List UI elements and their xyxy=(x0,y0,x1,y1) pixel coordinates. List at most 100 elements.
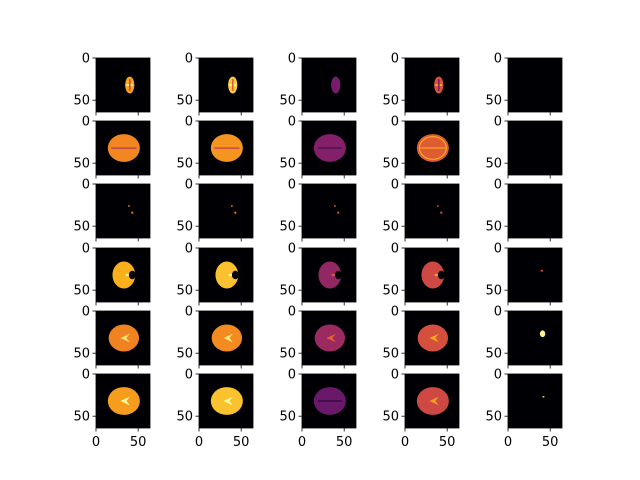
panel-r3-c5: 0 50 xyxy=(485,178,563,242)
axes-frame xyxy=(404,57,460,113)
panel-background xyxy=(508,311,562,365)
y-tick-label: 0 xyxy=(82,178,90,193)
panel-r2-c5: 0 50 xyxy=(485,115,563,179)
y-tick-label: 0 xyxy=(494,178,502,193)
brain-slice xyxy=(331,76,341,94)
axes-frame xyxy=(507,310,563,366)
y-tick-label: 50 xyxy=(485,157,502,172)
notch-feature xyxy=(231,270,239,280)
panel-background xyxy=(508,184,562,238)
y-tick-label: 0 xyxy=(391,115,399,130)
y-tick-label: 50 xyxy=(382,347,399,362)
panel-background xyxy=(96,58,150,112)
y-tick-label: 50 xyxy=(73,347,90,362)
axes-frame xyxy=(507,183,563,239)
panel-r2-c1: 0 50 xyxy=(73,115,151,179)
midline-feature xyxy=(318,400,342,402)
panel-r2-c3: 0 50 xyxy=(279,115,357,179)
y-tick-label: 50 xyxy=(485,220,502,235)
y-tick-label: 0 xyxy=(82,305,90,320)
x-tick-label: 0 xyxy=(92,435,100,450)
panel-r5-c5: 0 50 xyxy=(485,305,563,369)
axes-frame xyxy=(404,373,460,429)
y-tick-label: 50 xyxy=(279,220,296,235)
y-tick-label: 0 xyxy=(288,115,296,130)
notch-feature xyxy=(437,270,445,280)
ventricle-feature xyxy=(429,396,439,406)
panel-background xyxy=(508,374,562,428)
y-tick-label: 0 xyxy=(494,52,502,67)
y-tick-label: 0 xyxy=(82,115,90,130)
y-tick-label: 0 xyxy=(288,52,296,67)
y-tick-label: 0 xyxy=(185,368,193,383)
brain-slice xyxy=(318,261,342,289)
midline-feature xyxy=(318,147,342,149)
y-tick-label: 0 xyxy=(185,52,193,67)
y-tick-label: 50 xyxy=(485,347,502,362)
axes-frame xyxy=(404,310,460,366)
midline-feature xyxy=(214,147,240,149)
y-tick-label: 0 xyxy=(185,305,193,320)
axes-frame xyxy=(301,120,357,176)
panel-background xyxy=(96,184,150,238)
ventricle-feature xyxy=(120,396,130,406)
y-tick-label: 50 xyxy=(382,284,399,299)
x-tick-label: 50 xyxy=(542,435,559,450)
panel-background xyxy=(508,58,562,112)
axes-frame xyxy=(301,247,357,303)
brain-slice xyxy=(215,261,239,289)
y-tick-label: 0 xyxy=(494,242,502,257)
y-tick-label: 0 xyxy=(391,305,399,320)
y-tick-label: 0 xyxy=(494,305,502,320)
y-tick-label: 50 xyxy=(73,284,90,299)
y-tick-label: 50 xyxy=(382,410,399,425)
y-tick-label: 0 xyxy=(494,115,502,130)
axes-frame xyxy=(404,120,460,176)
axes-frame xyxy=(301,183,357,239)
panel-r5-c2: 0 50 xyxy=(176,305,254,369)
axes-frame xyxy=(507,57,563,113)
y-tick-label: 50 xyxy=(382,94,399,109)
panel-r3-c1: 0 50 xyxy=(73,178,151,242)
panel-background xyxy=(302,184,356,238)
y-tick-label: 0 xyxy=(391,368,399,383)
axes-frame xyxy=(95,57,151,113)
axes-frame xyxy=(198,373,254,429)
signal-dot xyxy=(440,211,443,214)
y-tick-label: 50 xyxy=(279,94,296,109)
y-tick-label: 50 xyxy=(485,410,502,425)
y-tick-label: 50 xyxy=(279,347,296,362)
axes-frame xyxy=(507,120,563,176)
signal-dot xyxy=(128,205,130,207)
y-tick-label: 50 xyxy=(176,284,193,299)
panel-r1-c4: 0 50 xyxy=(382,52,460,116)
y-tick-label: 50 xyxy=(73,220,90,235)
y-tick-label: 50 xyxy=(485,94,502,109)
axes-frame xyxy=(301,57,357,113)
y-tick-label: 50 xyxy=(485,284,502,299)
axes-frame xyxy=(95,247,151,303)
panel-r4-c4: 0 50 xyxy=(382,242,460,306)
panel-r5-c1: 0 50 xyxy=(73,305,151,369)
brain-slice xyxy=(542,395,545,398)
ventricle-feature xyxy=(223,396,233,406)
y-tick-label: 0 xyxy=(185,115,193,130)
y-tick-label: 0 xyxy=(288,368,296,383)
panel-r4-c2: 0 50 xyxy=(176,242,254,306)
axes-frame xyxy=(198,57,254,113)
panel-background xyxy=(405,58,459,112)
notch-feature xyxy=(128,270,136,280)
axes-frame xyxy=(198,183,254,239)
panel-r5-c4: 0 50 xyxy=(382,305,460,369)
ventricle-feature xyxy=(326,333,336,343)
panel-r2-c4: 0 50 xyxy=(382,115,460,179)
y-tick-label: 0 xyxy=(82,52,90,67)
y-tick-label: 50 xyxy=(176,347,193,362)
panel-grid: 0500500500500500500500500500500500500500… xyxy=(73,52,563,450)
y-tick-label: 0 xyxy=(185,242,193,257)
panel-r5-c3: 0 50 xyxy=(279,305,357,369)
